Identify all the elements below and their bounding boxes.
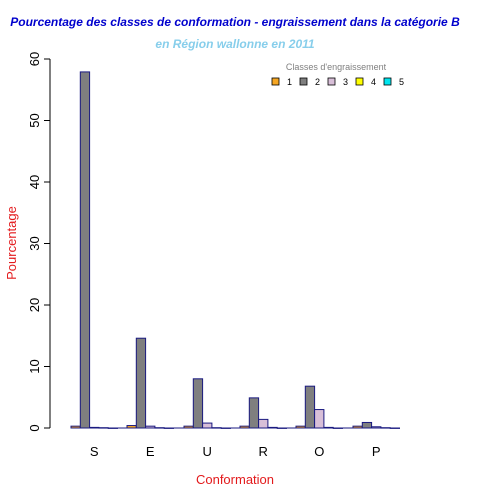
bar-group-S <box>70 71 118 429</box>
x-tick-label-R: R <box>259 444 268 459</box>
y-tick-label: 60 <box>27 52 42 66</box>
bars <box>70 71 401 429</box>
y-tick-label: 40 <box>27 175 42 189</box>
legend-label: 1 <box>287 77 292 87</box>
bar-P-class-2 <box>361 421 373 429</box>
chart-subtitle: en Région wallonne en 2011 <box>155 37 314 51</box>
legend-swatch <box>271 77 280 86</box>
bar-group-R <box>239 397 288 429</box>
legend-label: 3 <box>343 77 348 87</box>
bar-S-class-2 <box>79 71 91 429</box>
bar-R-class-3 <box>258 418 269 429</box>
y-axis: 0 10 20 30 40 50 60 <box>27 52 51 432</box>
x-tick-label-P: P <box>372 444 381 459</box>
bar-E-class-2 <box>135 337 147 429</box>
y-axis-label: Pourcentage <box>4 206 19 280</box>
y-tick-label: 10 <box>27 359 42 373</box>
legend-swatch <box>327 77 336 86</box>
x-tick-label-E: E <box>146 444 155 459</box>
legend-item-2: 2 <box>299 77 320 87</box>
bar-O-class-3 <box>314 409 325 429</box>
bar-R-class-2 <box>248 397 260 429</box>
legend-item-4: 4 <box>355 77 376 87</box>
legend-item-1: 1 <box>271 77 292 87</box>
chart-title: Pourcentage des classes de conformation … <box>10 15 460 29</box>
bar-O-class-2 <box>304 385 316 429</box>
x-tick-label-S: S <box>90 444 99 459</box>
x-tick-label-U: U <box>203 444 212 459</box>
legend-label: 5 <box>399 77 404 87</box>
legend-item-5: 5 <box>383 77 404 87</box>
legend-swatch <box>383 77 392 86</box>
legend-label: 2 <box>315 77 320 87</box>
bar-U-class-3 <box>202 422 213 429</box>
bar-U-class-2 <box>192 378 204 429</box>
legend-label: 4 <box>371 77 376 87</box>
x-axis-label: Conformation <box>196 472 274 487</box>
y-tick-label: 0 <box>27 424 42 431</box>
legend-title: Classes d'engraissement <box>286 62 387 72</box>
legend-swatch <box>299 77 308 86</box>
legend-swatch <box>355 77 364 86</box>
y-tick-label: 50 <box>27 113 42 127</box>
bar-group-E <box>126 337 174 429</box>
bar-group-U <box>183 378 231 429</box>
legend: Classes d'engraissement 1 2 3 4 5 <box>271 62 404 87</box>
y-tick-label: 20 <box>27 298 42 312</box>
y-tick-label: 30 <box>27 236 42 250</box>
x-tick-label-O: O <box>314 444 324 459</box>
bar-group-O <box>295 385 344 429</box>
legend-item-3: 3 <box>327 77 348 87</box>
